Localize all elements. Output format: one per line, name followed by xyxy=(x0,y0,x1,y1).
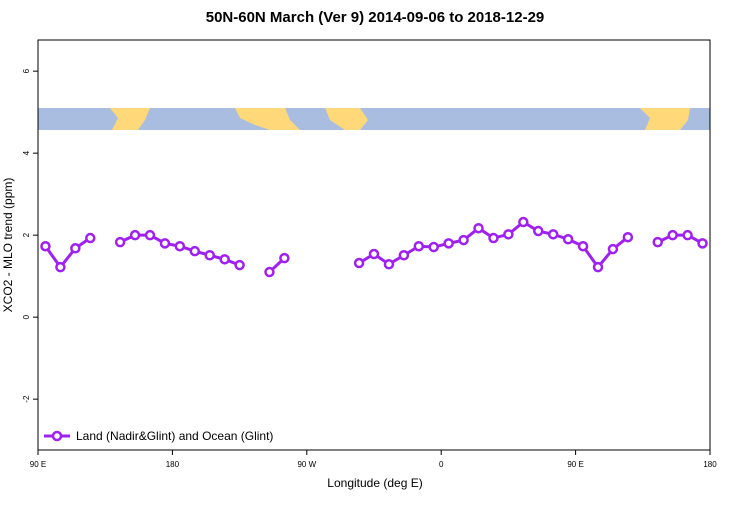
data-point xyxy=(85,232,96,244)
x-tick-label: 90 W xyxy=(297,460,316,469)
plot-frame xyxy=(37,39,711,451)
data-point xyxy=(159,238,171,249)
map-ocean xyxy=(138,108,270,130)
x-tick-label: 0 xyxy=(439,460,444,469)
data-point xyxy=(458,234,469,246)
data-point xyxy=(174,240,186,252)
y-tick-label: 2 xyxy=(22,232,31,237)
data-point xyxy=(682,229,693,241)
data-point xyxy=(667,229,678,241)
data-point xyxy=(114,236,126,248)
y-axis-label: XCO2 - MLO trend (ppm) xyxy=(1,178,15,313)
data-point xyxy=(562,234,574,245)
data-point xyxy=(353,257,365,269)
map-ocean xyxy=(38,108,118,130)
data-point xyxy=(398,250,410,261)
data-point xyxy=(473,222,484,234)
data-point xyxy=(189,245,201,257)
y-tick-label: 0 xyxy=(22,314,31,319)
x-tick-label: 90 E xyxy=(567,460,583,469)
data-point xyxy=(697,238,708,249)
x-tick-label: 180 xyxy=(703,460,717,469)
data-point xyxy=(368,248,380,260)
chart-title: 50N-60N March (Ver 9) 2014-09-06 to 2018… xyxy=(206,9,545,26)
data-point xyxy=(144,229,156,241)
legend-label: Land (Nadir&Glint) and Ocean (Glint) xyxy=(76,429,273,443)
data-point xyxy=(40,240,51,252)
data-point xyxy=(607,243,619,255)
data-point xyxy=(577,240,589,252)
data-point xyxy=(428,241,439,253)
data-point xyxy=(70,243,81,254)
data-point xyxy=(264,266,275,278)
y-tick-label: -2 xyxy=(22,395,31,403)
x-tick-label: 90 E xyxy=(30,460,46,469)
data-point xyxy=(204,250,215,261)
data-point xyxy=(234,259,245,271)
data-point xyxy=(219,254,230,265)
legend-marker xyxy=(51,430,63,442)
map-ocean xyxy=(360,108,650,130)
data-point xyxy=(443,238,454,249)
data-point xyxy=(533,225,544,237)
map-ocean xyxy=(285,108,345,130)
y-tick-label: 4 xyxy=(22,150,31,155)
data-point xyxy=(652,236,663,248)
map-ocean xyxy=(680,108,710,130)
x-axis-label: Longitude (deg E) xyxy=(327,476,422,490)
map-strip xyxy=(38,108,710,130)
data-point xyxy=(55,261,66,273)
data-point xyxy=(592,261,604,273)
data-point xyxy=(129,229,141,241)
data-point xyxy=(383,259,395,270)
y-tick-label: 6 xyxy=(22,68,31,73)
data-point xyxy=(503,229,514,240)
data-point xyxy=(518,216,529,228)
x-tick-label: 180 xyxy=(166,460,180,469)
data-point xyxy=(413,240,425,252)
data-point xyxy=(547,229,559,240)
data-point xyxy=(279,252,290,264)
data-point xyxy=(622,231,634,243)
data-point xyxy=(488,232,499,244)
